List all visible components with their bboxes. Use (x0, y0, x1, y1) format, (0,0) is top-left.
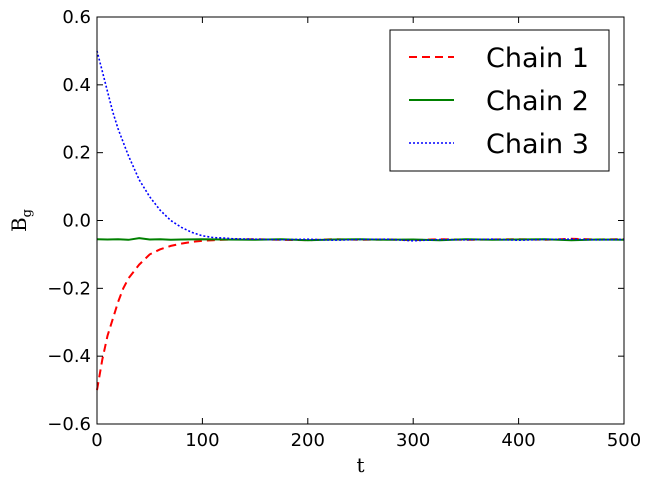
series-line-2 (96, 237, 625, 242)
ticks-layer: 0 100 200 300 400 500 −0.6 −0.4 −0.2 0.0 0.2 0.4 0.6 (47, 7, 641, 451)
y-tick-label: −0.4 (47, 346, 91, 367)
x-tick-label: 300 (396, 430, 430, 451)
y-tick-label: −0.2 (47, 278, 91, 299)
y-axis-label-main: B (7, 217, 31, 232)
y-tick-label: −0.6 (47, 414, 91, 435)
series-layer (96, 50, 625, 391)
x-tick-label: 400 (501, 430, 535, 451)
y-tick-label: 0.6 (62, 7, 91, 28)
legend-label-3: Chain 3 (486, 129, 589, 160)
x-tick-label: 100 (185, 430, 219, 451)
legend: Chain 1 Chain 2 Chain 3 (389, 29, 610, 172)
y-tick-label: 0.4 (62, 75, 91, 96)
y-tick-label: 0.2 (62, 143, 91, 164)
series-line-1 (96, 237, 625, 391)
legend-items: Chain 1 Chain 2 Chain 3 (409, 43, 589, 160)
x-tick-label: 0 (91, 430, 102, 451)
x-axis-label: t (356, 453, 364, 477)
legend-label-1: Chain 1 (486, 43, 589, 74)
y-tick-label: 0.0 (62, 211, 91, 232)
y-axis-label-subscript: g (20, 209, 35, 217)
x-tick-label: 500 (607, 430, 641, 451)
legend-label-2: Chain 2 (486, 86, 589, 117)
series-line-3 (96, 50, 625, 242)
x-tick-label: 200 (291, 430, 325, 451)
y-axis-label: Bg (7, 209, 35, 232)
